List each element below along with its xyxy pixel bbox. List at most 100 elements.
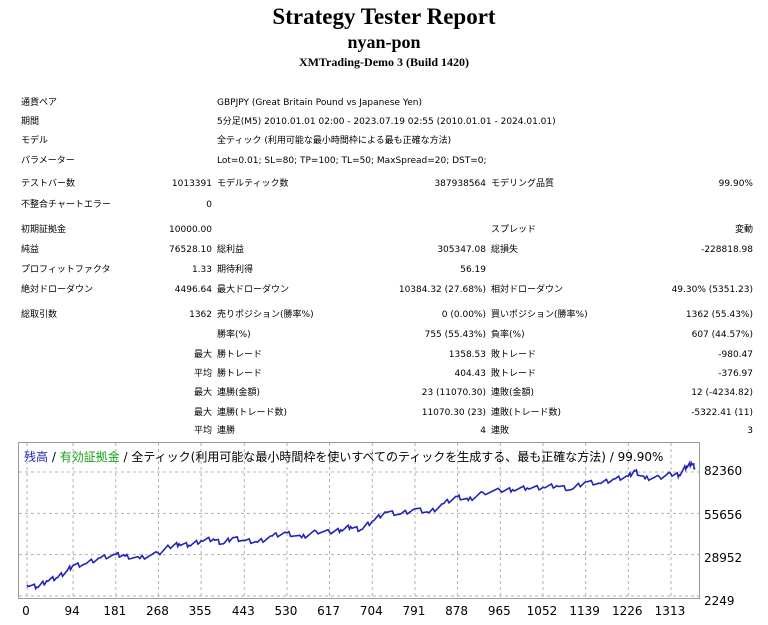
avg-consec-loss-value: 3 <box>747 426 753 436</box>
stats-row-trades: 総取引数 1362 売りポジション(勝率%) 0 (0.00%) 買いポジション… <box>0 305 768 325</box>
period-value: 5分足(M5) 2010.01.01 02:00 - 2023.07.19 02… <box>217 117 556 127</box>
model-label: モデル <box>21 136 49 146</box>
x-tick-label: 443 <box>231 604 255 618</box>
total-trades-label: 総取引数 <box>21 310 58 320</box>
deposit-label: 初期証拠金 <box>21 225 67 235</box>
expected-label: 期待利得 <box>217 265 254 275</box>
expected-value: 56.19 <box>460 265 486 275</box>
win-pct-value: 755 (55.43%) <box>424 330 486 340</box>
avg-consec-loss-label: 連敗 <box>491 426 510 436</box>
max-consec-lossamt-label: 連敗(トレード数) <box>491 408 562 418</box>
deposit-value: 10000.00 <box>169 225 212 235</box>
best-label: 勝トレード <box>217 350 263 360</box>
x-tick-label: 1226 <box>612 604 643 618</box>
long-value: 1362 (55.43%) <box>685 310 753 320</box>
x-tick-label: 181 <box>103 604 127 618</box>
stats-row-max-consec-amount: 最大 連勝(トレード数) 11070.30 (23) 連敗(トレード数) -53… <box>0 403 768 423</box>
win-pct-label: 勝率(%) <box>217 330 251 340</box>
stats-row-average: 平均 勝トレード 404.43 敗トレード -376.97 <box>0 364 768 384</box>
max-consec-prefix: 最大 <box>193 388 212 398</box>
x-tick-label: 617 <box>317 604 341 618</box>
report-title: Strategy Tester Report <box>272 4 496 29</box>
settings-row-model: モデル 全ティック (利用可能な最小時間枠による最も正確な方法) <box>0 131 768 151</box>
worst-value: -980.47 <box>718 350 753 360</box>
avg-loss-label: 敗トレード <box>491 369 537 379</box>
stats-row-bars: テストバー数 1013391 モデルティック数 387938564 モデリング品… <box>0 174 768 194</box>
x-tick-label: 355 <box>188 604 212 618</box>
short-label: 売りポジション(勝率%) <box>217 310 314 320</box>
chart-legend: 残高 / 有効証拠金 / 全ティック(利用可能な最小時間枠を使いすべてのティック… <box>24 448 663 465</box>
max-consec-loss-value: 12 (-4234.82) <box>691 388 753 398</box>
x-tick-label: 791 <box>402 604 426 618</box>
max-dd-label: 最大ドローダウン <box>217 285 290 295</box>
errors-label: 不整合チャートエラー <box>21 200 111 210</box>
settings-row-symbol: 通貨ペア GBPJPY (Great Britain Pound vs Japa… <box>0 93 768 113</box>
pf-label: プロフィットファクタ <box>21 265 111 275</box>
legend-sep: / <box>48 450 60 464</box>
x-tick-label: 878 <box>445 604 469 618</box>
pf-value: 1.33 <box>191 265 212 275</box>
quality-value: 99.90% <box>718 179 753 189</box>
x-tick-label: 1052 <box>526 604 558 618</box>
settings-row-params: パラメーター Lot=0.01; SL=80; TP=100; TL=50; M… <box>0 151 768 171</box>
net-value: 76528.10 <box>169 245 212 255</box>
max-consec-profit-label: 連勝(トレード数) <box>217 408 288 418</box>
short-value: 0 (0.00%) <box>441 310 486 320</box>
legend-equity: 有効証拠金 <box>59 450 120 464</box>
abs-dd-label: 絶対ドローダウン <box>21 285 94 295</box>
balance-chart-svg <box>19 443 699 598</box>
y-tick-label: 55656 <box>704 508 743 522</box>
settings-row-period: 期間 5分足(M5) 2010.01.01 02:00 - 2023.07.19… <box>0 112 768 132</box>
account-server: XMTrading-Demo 3 (Build 1420) <box>298 55 470 69</box>
stats-row-pf: プロフィットファクタ 1.33 期待利得 56.19 <box>0 260 768 280</box>
best-value: 1358.53 <box>448 350 486 360</box>
avg-loss-value: -376.97 <box>718 369 753 379</box>
x-tick-label: 530 <box>274 604 298 618</box>
bars-value: 1013391 <box>171 179 212 189</box>
worst-label: 敗トレード <box>491 350 537 360</box>
abs-dd-value: 4496.64 <box>174 285 212 295</box>
max-consec-profit-value: 11070.30 (23) <box>421 408 486 418</box>
max-consec-win-label: 連勝(金額) <box>217 388 261 398</box>
stats-row-largest: 最大 勝トレード 1358.53 敗トレード -980.47 <box>0 345 768 365</box>
x-tick-label: 94 <box>64 604 80 618</box>
balance-chart <box>18 442 700 599</box>
rel-dd-value: 49.30% (5351.23) <box>671 285 753 295</box>
rel-dd-label: 相対ドローダウン <box>491 285 564 295</box>
stats-row-drawdown: 絶対ドローダウン 4496.64 最大ドローダウン 10384.32 (27.6… <box>0 280 768 300</box>
params-value: Lot=0.01; SL=80; TP=100; TL=50; MaxSprea… <box>217 156 487 166</box>
x-tick-label: 1313 <box>654 604 686 618</box>
avg-win-value: 404.43 <box>454 369 487 379</box>
legend-rest: / 全ティック(利用可能な最小時間枠を使いすべてのティックを生成する、最も正確な… <box>119 450 664 464</box>
bars-label: テストバー数 <box>21 179 76 189</box>
loss-pct-label: 負率(%) <box>491 330 525 340</box>
symbol-value: GBPJPY (Great Britain Pound vs Japanese … <box>217 98 422 108</box>
ticks-value: 387938564 <box>434 179 486 189</box>
gross-loss-label: 総損失 <box>491 245 519 255</box>
stats-row-avg-consec: 平均 連勝 4 連敗 3 <box>0 421 768 441</box>
x-tick-label: 704 <box>359 604 383 618</box>
params-label: パラメーター <box>21 156 75 166</box>
max-dd-value: 10384.32 (27.68%) <box>398 285 486 295</box>
avg-consec-win-value: 4 <box>480 426 486 436</box>
largest-prefix: 最大 <box>193 350 212 360</box>
average-prefix: 平均 <box>193 369 212 379</box>
spread-label: スプレッド <box>491 225 537 235</box>
total-trades-value: 1362 <box>189 310 212 320</box>
legend-balance: 残高 <box>24 450 49 464</box>
stats-row-winrate: 勝率(%) 755 (55.43%) 負率(%) 607 (44.57%) <box>0 325 768 345</box>
avg-consec-win-label: 連勝 <box>217 426 236 436</box>
loss-pct-value: 607 (44.57%) <box>691 330 753 340</box>
stats-row-deposit: 初期証拠金 10000.00 スプレッド 変動 <box>0 220 768 240</box>
stats-row-max-consec: 最大 連勝(金額) 23 (11070.30) 連敗(金額) 12 (-4234… <box>0 383 768 403</box>
max-consec-win-value: 23 (11070.30) <box>421 388 486 398</box>
avg-win-label: 勝トレード <box>217 369 263 379</box>
symbol-label: 通貨ペア <box>21 98 58 108</box>
x-tick-label: 268 <box>145 604 169 618</box>
report-subtitle: nyan-pon <box>347 32 421 52</box>
y-tick-label: 82360 <box>704 464 743 478</box>
x-tick-label: 1139 <box>569 604 600 618</box>
max-consec-loss-label: 連敗(金額) <box>491 388 535 398</box>
y-tick-label: 2249 <box>704 594 735 608</box>
max-consec-lossamt-value: -5322.41 (11) <box>691 408 753 418</box>
